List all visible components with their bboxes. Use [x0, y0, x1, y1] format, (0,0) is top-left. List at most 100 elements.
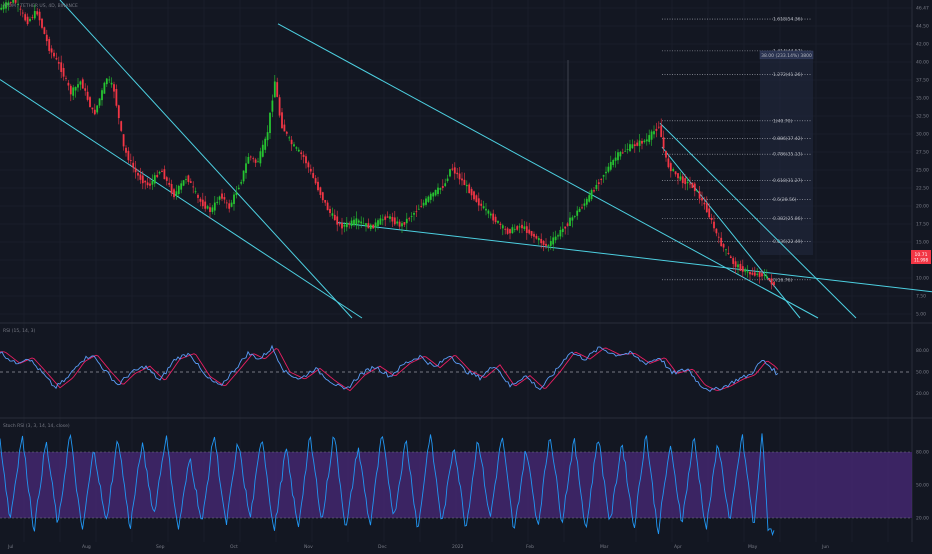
candle-body: [355, 218, 358, 225]
candle-body: [746, 271, 749, 273]
candle-body: [513, 228, 516, 230]
candle-body: [362, 223, 365, 225]
rsi-tick-label: 80.00: [916, 348, 929, 354]
candle-body: [607, 166, 610, 172]
measure-box: [760, 60, 813, 255]
candle-body: [62, 67, 65, 77]
candle-body: [501, 225, 504, 229]
candle-body: [127, 150, 130, 161]
candle-body: [398, 221, 401, 227]
candle-body: [439, 187, 442, 190]
main-legend: ATOM / TETHER US, 4D, BINANCE: [3, 3, 78, 9]
price-tag-bg: [911, 250, 931, 264]
price-tick-label: 7.50: [916, 294, 926, 300]
candle-body: [681, 176, 684, 184]
candle-body: [50, 48, 53, 53]
candle-body: [487, 210, 490, 214]
fib-level-label: 1(40.70): [773, 118, 793, 124]
candle-body: [569, 217, 571, 226]
candle-body: [768, 278, 771, 281]
candle-body: [643, 140, 646, 143]
rsi-legend: RSI (15, 14, 3): [3, 328, 36, 334]
candle-body: [441, 186, 444, 188]
candle-body: [240, 182, 243, 184]
candle-body: [614, 157, 617, 161]
candle-body: [425, 198, 427, 205]
candle-body: [139, 174, 142, 180]
candle-body: [65, 77, 67, 79]
candle-body: [360, 221, 363, 224]
candle-body: [197, 194, 199, 198]
fib-level-label: 1.618(54.36): [773, 17, 803, 23]
candle-body: [660, 125, 663, 138]
candle-body: [456, 172, 459, 175]
candle-body: [245, 163, 247, 173]
candle-body: [84, 88, 87, 91]
candle-body: [391, 216, 394, 222]
candle-body: [276, 82, 279, 97]
candle-body: [132, 162, 135, 168]
time-tick-label: Aug: [82, 544, 91, 550]
candle-body: [254, 159, 257, 163]
candle-body: [386, 216, 389, 218]
candle-body: [91, 107, 94, 110]
candle-body: [151, 180, 154, 185]
candle-body: [314, 178, 317, 184]
candle-body: [535, 235, 538, 239]
candle-body: [492, 213, 495, 221]
candle-body: [69, 85, 72, 95]
candle-body: [192, 186, 195, 188]
candle-body: [384, 216, 387, 220]
candle-body: [729, 256, 732, 259]
candle-body: [24, 14, 27, 21]
time-tick-label: May: [748, 544, 758, 550]
candle-body: [744, 269, 747, 272]
candle-body: [413, 213, 415, 215]
candle-body: [235, 192, 238, 196]
price-tick-label: 35.00: [916, 96, 929, 102]
candle-body: [638, 140, 641, 146]
candle-body: [103, 82, 106, 94]
candle-body: [657, 126, 660, 128]
trendline: [337, 222, 932, 293]
candle-body: [36, 11, 39, 15]
candle-body: [329, 208, 331, 213]
candle-body: [405, 218, 408, 224]
candle-body: [737, 264, 739, 268]
candle-body: [269, 112, 271, 134]
candle-body: [669, 163, 672, 172]
stoch-legend: Stoch RSI (3, 3, 14, 14, close): [3, 423, 70, 429]
candles-layer: [0, 0, 775, 290]
candle-body: [173, 189, 175, 198]
candle-body: [465, 184, 468, 187]
candle-body: [221, 193, 223, 199]
candle-body: [278, 97, 281, 116]
candle-body: [672, 169, 675, 171]
candle-body: [105, 78, 108, 85]
candle-body: [307, 162, 310, 168]
measure-box-label-bg: [759, 50, 814, 60]
trendline: [659, 122, 857, 319]
candle-body: [602, 175, 605, 177]
candle-body: [437, 187, 439, 195]
candle-body: [545, 243, 547, 246]
candle-body: [31, 17, 34, 18]
candle-body: [74, 86, 77, 91]
candle-body: [662, 137, 665, 149]
candle-body: [223, 197, 226, 200]
price-tick-label: 15.00: [916, 240, 929, 246]
price-tick-label: 10.00: [916, 276, 929, 282]
candle-body: [595, 184, 598, 190]
candle-body: [633, 144, 636, 147]
candle-body: [705, 203, 708, 213]
fib-level-label: 0.786(35.13): [773, 152, 803, 158]
candle-body: [233, 194, 235, 204]
candle-body: [631, 144, 634, 149]
candle-body: [137, 172, 139, 176]
candle-body: [477, 198, 480, 206]
candle-body: [600, 178, 603, 180]
price-tag-sub: 11.998: [914, 258, 928, 263]
fibonacci-layer: 1.618(54.36)1.414(44.57)1.272(41.26)1(40…: [662, 17, 813, 283]
